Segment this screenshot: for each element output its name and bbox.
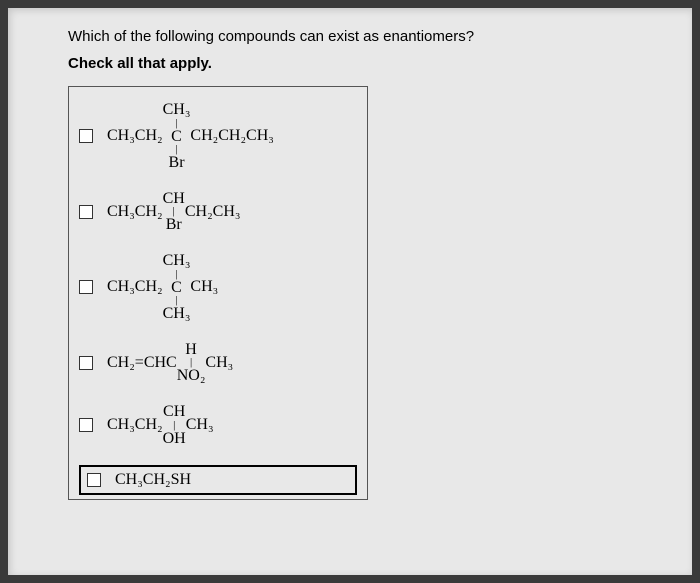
formula-bottom: Br [169,154,185,171]
formula-center: C [171,128,182,145]
option-row: CH₃CH₂CH|BrCH₂CH₃ [79,190,357,234]
formula-top: CH₃ [163,252,191,269]
formula-center-stack: H|NO₂ [177,341,206,385]
formula-part: CH₃CH₂ [107,127,163,144]
formula-part: CH₂CH₂CH₃ [190,127,273,144]
bond-icon: | [163,207,185,216]
bond-icon: | [163,296,191,305]
formula-bottom: Br [166,216,182,233]
instruction-text: Check all that apply. [68,55,632,72]
formula-center-stack: CH|OH [163,403,186,447]
bond-icon: | [163,421,186,430]
formula-part: CH₃CH₂ [107,416,163,433]
checkbox-option-4[interactable] [79,356,93,370]
checkbox-option-1[interactable] [79,129,93,143]
checkbox-option-3[interactable] [79,280,93,294]
formula-1: CH₃CH₂CH₃|C|BrCH₂CH₂CH₃ [107,101,274,172]
formula-part: CH₃ [190,278,218,295]
formula-part: CH₂CH₃ [185,203,241,220]
option-row: CH₃CH₂CH₃|C|CH₃CH₃ [79,252,357,323]
formula-part: CH₃ [205,354,233,371]
formula-bottom: NO₂ [177,367,206,384]
option-row: CH₂=CHCH|NO₂CH₃ [79,341,357,385]
checkbox-option-5[interactable] [79,418,93,432]
formula-center-stack: CH₃|C|CH₃ [163,252,191,323]
formula-center-stack: CH₃|C|Br [163,101,191,172]
page-container: Which of the following compounds can exi… [8,8,692,575]
bond-icon: | [177,358,206,367]
formula-2: CH₃CH₂CH|BrCH₂CH₃ [107,190,240,234]
bond-icon: | [163,145,191,154]
options-box: CH₃CH₂CH₃|C|BrCH₂CH₂CH₃ CH₃CH₂CH|BrCH₂CH… [68,86,368,500]
option-row: CH₃CH₂CH₃|C|BrCH₂CH₂CH₃ [79,101,357,172]
formula-5: CH₃CH₂CH|OHCH₃ [107,403,214,447]
checkbox-option-6[interactable] [87,473,101,487]
formula-center: CH [163,190,185,207]
formula-part: CH₃CH₂ [107,278,163,295]
formula-bottom: CH₃ [163,305,191,322]
bond-icon: | [163,119,191,128]
formula-center: CH [163,403,185,420]
formula-6: CH₃CH₂SH [115,471,191,489]
formula-center: C [171,279,182,296]
formula-part: CH₃ [186,416,214,433]
bond-icon: | [163,270,191,279]
option-row: CH₃CH₂CH|OHCH₃ [79,403,357,447]
formula-part: CH₃CH₂ [107,203,163,220]
formula-4: CH₂=CHCH|NO₂CH₃ [107,341,233,385]
option-row-selected: CH₃CH₂SH [79,465,357,495]
formula-3: CH₃CH₂CH₃|C|CH₃CH₃ [107,252,218,323]
formula-bottom: OH [163,430,186,447]
formula-part: CH₂=CHC [107,354,177,371]
formula-center-stack: CH|Br [163,190,185,234]
formula-top: CH₃ [163,101,191,118]
question-text: Which of the following compounds can exi… [68,28,632,45]
formula-center: H [185,341,197,358]
formula-main: CH₃CH₂SH [115,471,191,488]
checkbox-option-2[interactable] [79,205,93,219]
